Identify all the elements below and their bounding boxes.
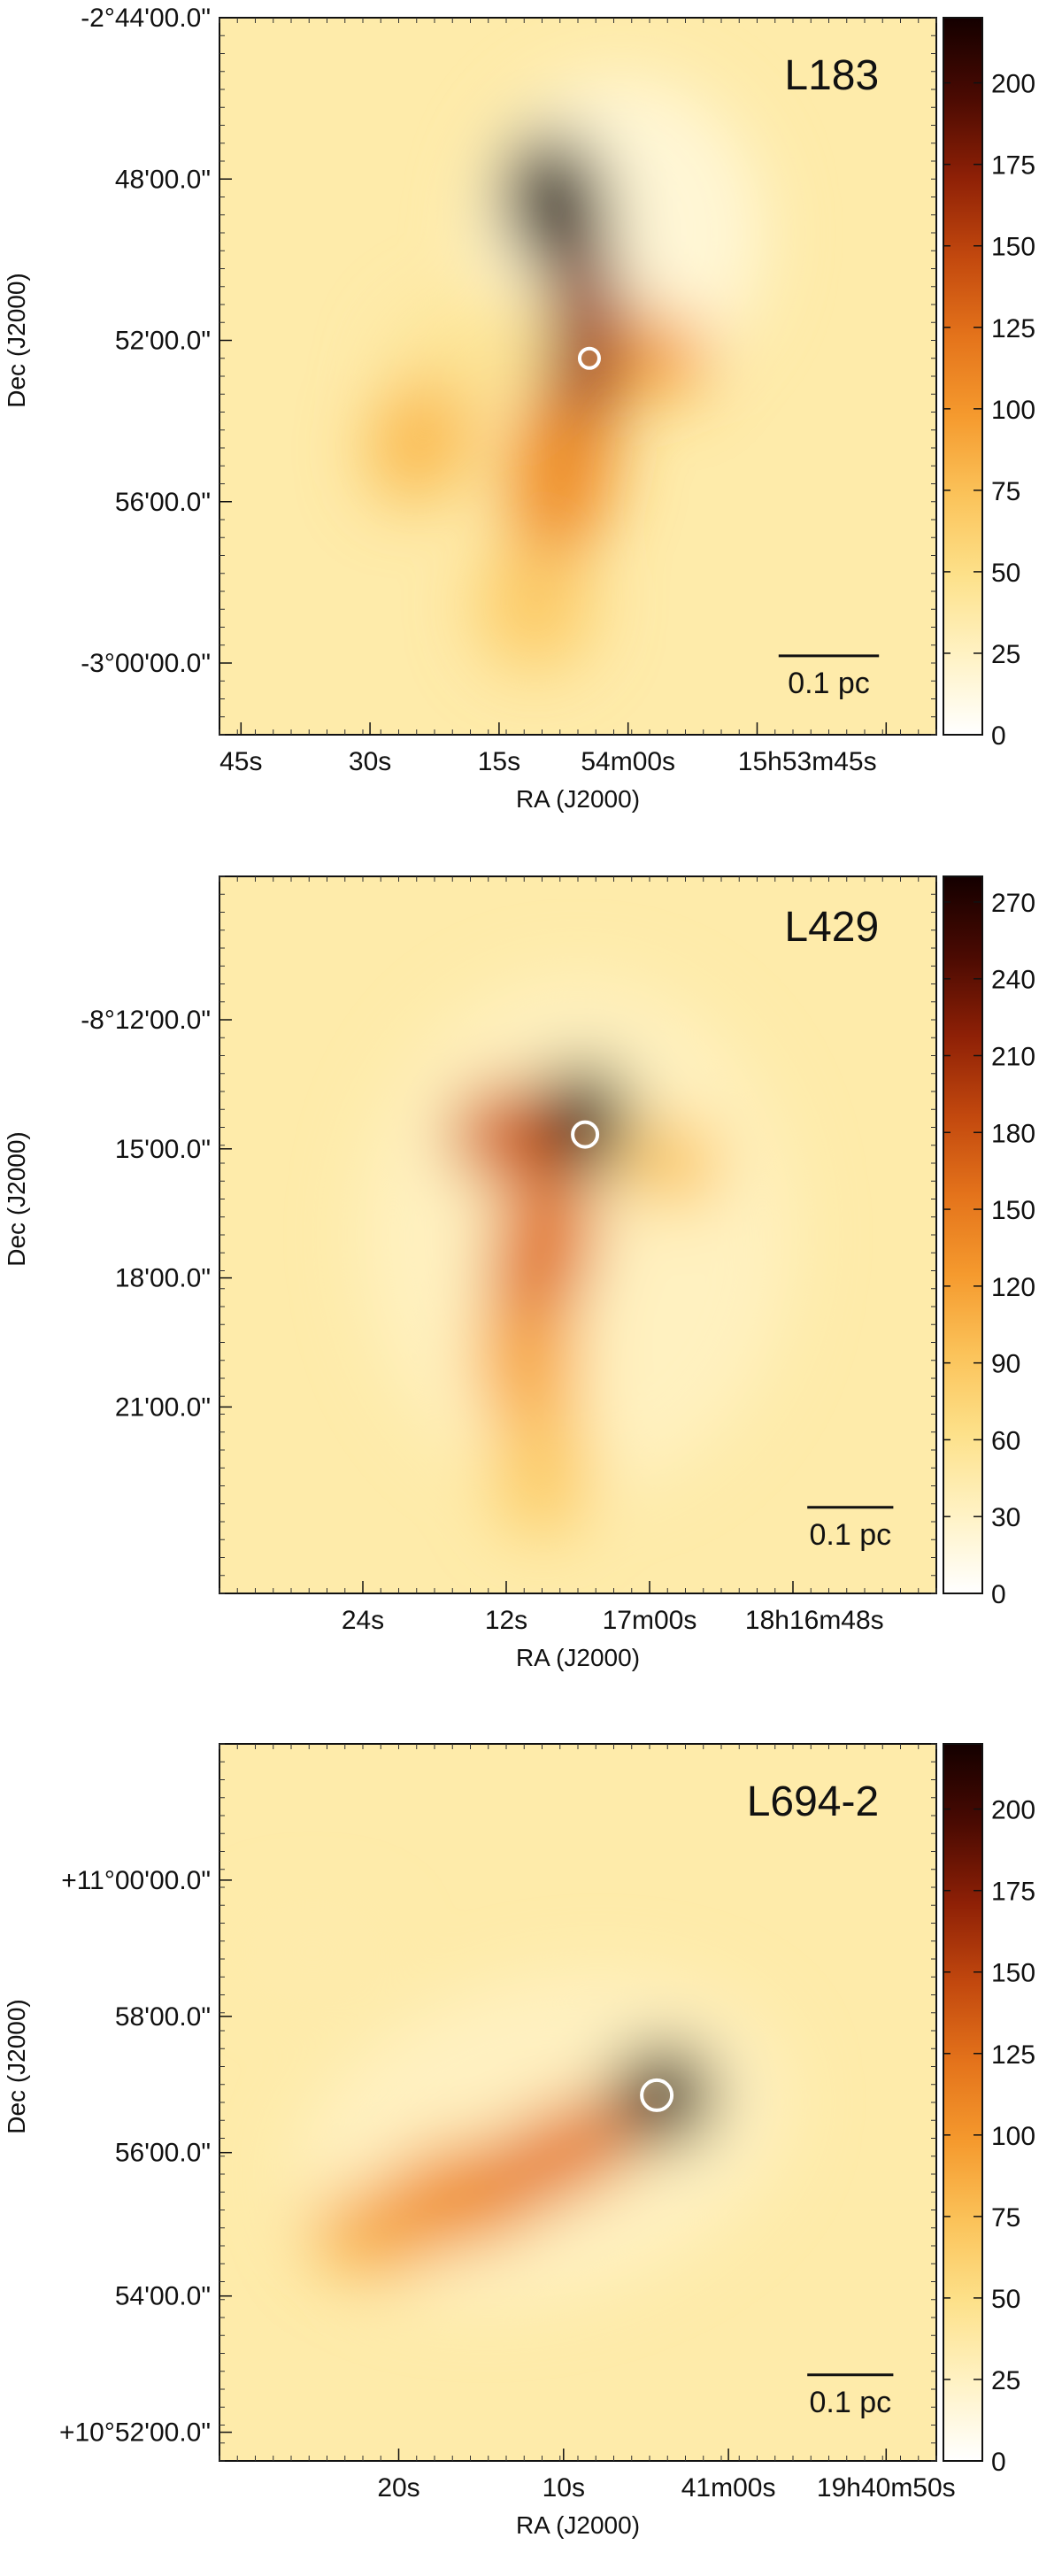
scale-bar-label: 0.1 pc (809, 1518, 891, 1552)
emission-feature (477, 2097, 650, 2209)
y-axis-label: Dec (J2000) (3, 1999, 30, 2134)
y-tick-label: 54'00.0" (115, 2282, 211, 2311)
emission-feature (477, 541, 593, 671)
colorbar-tick-label: 175 (991, 1878, 1035, 1907)
emission-feature (367, 377, 473, 505)
x-tick-label: 10s (543, 2473, 585, 2503)
colorbar-tick-label: 125 (991, 314, 1035, 343)
colorbar-tick-label: 90 (991, 1350, 1020, 1379)
colorbar-tick-label: 0 (991, 2448, 1006, 2477)
x-tick-label: 18h16m48s (745, 1606, 884, 1635)
colorbar-tick-label: 75 (991, 2203, 1020, 2233)
colorbar-tick-label: 120 (991, 1273, 1035, 1302)
colorbar-tick-label: 100 (991, 2122, 1035, 2151)
y-tick-label: +10°52'00.0" (59, 2418, 211, 2448)
source-marker-circle (571, 1120, 600, 1149)
y-tick-label: 21'00.0" (115, 1392, 211, 1422)
colorbar-tick-label: 150 (991, 233, 1035, 262)
x-tick-label: 17m00s (603, 1606, 697, 1635)
x-tick-label: 20s (377, 2473, 419, 2503)
heatmap-chart: 24s 12s 17m00s 18h16m48s -8°12'00.0" 15'00.0"… (3, 875, 1035, 1671)
colorbar (943, 1743, 983, 2462)
y-tick-label: -8°12'00.0" (81, 1006, 211, 1035)
colorbar-tick-label: 150 (991, 1959, 1035, 1988)
emission-feature (489, 1171, 595, 1327)
panel-title: L183 (784, 52, 879, 99)
panel-title: L694-2 (747, 1778, 879, 1825)
colorbar-tick-label: 210 (991, 1043, 1035, 1072)
colorbar-tick-label: 25 (991, 2366, 1020, 2395)
x-tick-label: 24s (342, 1606, 384, 1635)
emission-feature (542, 1062, 628, 1178)
colorbar-tick-label: 180 (991, 1119, 1035, 1148)
x-tick-label: 54m00s (581, 747, 675, 776)
map-panel-l183: 45s 30s 15s 54m00s 15h53m45s -2°44'00.0" 48'00… (0, 0, 1062, 850)
colorbar-tick-label: 75 (991, 477, 1020, 506)
y-tick-label: 48'00.0" (115, 165, 211, 194)
emission-feature (505, 133, 608, 275)
y-tick-label: 15'00.0" (115, 1135, 211, 1164)
y-tick-label: -2°44'00.0" (81, 4, 211, 33)
colorbar (943, 875, 983, 1594)
y-axis-label: Dec (J2000) (3, 273, 30, 408)
heatmap-chart: 45s 30s 15s 54m00s 15h53m45s -2°44'00.0" 48'00… (3, 4, 1035, 813)
colorbar (943, 17, 983, 736)
source-marker-circle (640, 2078, 674, 2112)
colorbar-tick-label: 30 (991, 1503, 1020, 1532)
y-tick-label: 18'00.0" (115, 1264, 211, 1293)
colorbar-tick-label: 270 (991, 889, 1035, 918)
x-tick-label: 41m00s (681, 2473, 776, 2503)
heatmap-chart: 20s 10s 41m00s 19h40m50s +11°00'00.0" 58'00.0… (3, 1743, 1035, 2539)
x-axis-label: RA (J2000) (516, 2511, 640, 2539)
scale-bar-label: 0.1 pc (788, 667, 870, 700)
emission-feature (549, 225, 621, 427)
y-tick-label: -3°00'00.0" (81, 649, 211, 678)
colorbar-tick-label: 200 (991, 70, 1035, 99)
y-axis-label: Dec (J2000) (3, 1131, 30, 1267)
x-tick-label: 19h40m50s (817, 2473, 956, 2503)
x-tick-label: 15h53m45s (738, 747, 877, 776)
y-tick-label: +11°00'00.0" (61, 1866, 211, 1895)
y-tick-label: 56'00.0" (115, 2139, 211, 2168)
scale-bar-label: 0.1 pc (809, 2386, 891, 2419)
colorbar-tick-label: 100 (991, 396, 1035, 425)
emission-feature (606, 312, 707, 398)
colorbar-tick-label: 175 (991, 151, 1035, 181)
emission-feature (477, 1284, 578, 1429)
source-marker-circle (577, 346, 601, 370)
map-panel-l694-2: 20s 10s 41m00s 19h40m50s +11°00'00.0" 58'00.0… (0, 1726, 1062, 2576)
x-axis-label: RA (J2000) (516, 785, 640, 813)
colorbar-tick-label: 150 (991, 1196, 1035, 1225)
emission-feature (620, 1120, 721, 1207)
colorbar-tick-label: 50 (991, 2285, 1020, 2314)
colorbar-tick-label: 125 (991, 2040, 1035, 2070)
panel-title: L429 (784, 904, 879, 951)
x-tick-label: 12s (485, 1606, 527, 1635)
x-axis-label: RA (J2000) (516, 1644, 640, 1671)
colorbar-tick-label: 50 (991, 559, 1020, 588)
colorbar-tick-label: 240 (991, 966, 1035, 995)
x-tick-label: 15s (478, 747, 520, 776)
y-tick-label: 58'00.0" (115, 2002, 211, 2032)
emission-feature (241, 1909, 385, 1995)
colorbar-tick-label: 0 (991, 721, 1006, 751)
map-panel-l429: 24s 12s 17m00s 18h16m48s -8°12'00.0" 15'00.0"… (0, 868, 1062, 1717)
x-tick-label: 30s (349, 747, 391, 776)
y-tick-label: 56'00.0" (115, 488, 211, 517)
colorbar-tick-label: 200 (991, 1796, 1035, 1825)
x-tick-label: 45s (219, 747, 262, 776)
colorbar-tick-label: 25 (991, 640, 1020, 669)
colorbar-tick-label: 0 (991, 1580, 1006, 1609)
emission-feature (491, 1392, 593, 1537)
emission-feature (613, 2045, 714, 2146)
colorbar-tick-label: 60 (991, 1426, 1020, 1455)
y-tick-label: 52'00.0" (115, 327, 211, 356)
